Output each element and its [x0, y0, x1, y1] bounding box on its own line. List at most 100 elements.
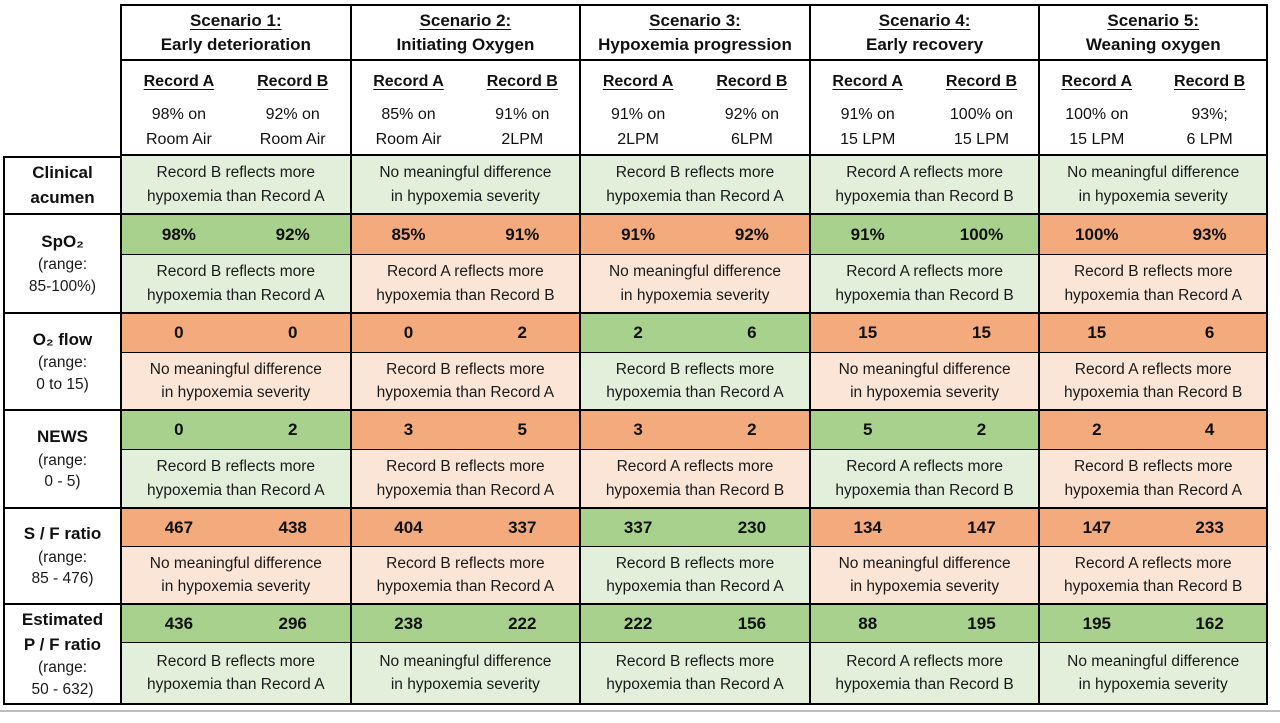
- pf-s1-values: 436 296: [120, 605, 350, 643]
- verdict-line2: hypoxemia than Record A: [1064, 286, 1242, 304]
- spo2-s2-values: 85% 91%: [349, 215, 580, 255]
- record-b-value: 233: [1195, 517, 1224, 537]
- record-b-value: 162: [1195, 613, 1224, 633]
- o2-s1-verdict: No meaningful difference in hypoxemia se…: [120, 353, 350, 411]
- verdict-line1: Record A reflects more: [846, 164, 1003, 182]
- verdict-line2: in hypoxemia severity: [1078, 187, 1228, 205]
- scenario-title: Scenario 3:: [649, 10, 741, 30]
- record-a-value-line1: 91% on: [610, 106, 666, 123]
- verdict-line2: hypoxemia than Record B: [835, 481, 1014, 499]
- scenario-2-header: Scenario 2: Initiating Oxygen: [349, 4, 580, 61]
- spo2-s4-values: 91% 100%: [808, 215, 1039, 255]
- row-header-range-line2: 85-100%): [28, 277, 97, 295]
- verdict-line2: in hypoxemia severity: [390, 187, 540, 205]
- sf-s1-values: 467 438: [120, 509, 350, 547]
- row-header-range-line1: (range:: [37, 256, 88, 274]
- verdict-line2: hypoxemia than Record A: [376, 384, 555, 401]
- record-b-value-line2: Room Air: [259, 130, 326, 148]
- record-a-value: 0: [174, 420, 184, 439]
- record-b-block: Record B 92% on Room Air: [236, 73, 350, 148]
- verdict-line1: No meaningful difference: [838, 554, 1011, 572]
- verdict-line1: Record A reflects more: [846, 652, 1003, 670]
- record-a-block: Record A 98% on Room Air: [122, 73, 236, 148]
- record-a-value: 147: [1082, 517, 1111, 537]
- record-b-value: 195: [967, 613, 996, 633]
- news-s5-values: 2 4: [1038, 411, 1268, 450]
- row-header-news: NEWS (range: 0 - 5): [3, 411, 120, 509]
- record-a-value-line1: 91% on: [840, 106, 895, 123]
- record-a-block: Record A 91% on 2LPM: [581, 73, 695, 148]
- verdict-line1: Record A reflects more: [616, 458, 774, 476]
- record-b-value: 5: [517, 420, 528, 439]
- verdict-line1: No meaningful difference: [379, 164, 552, 182]
- verdict-line2: in hypoxemia severity: [850, 384, 1000, 401]
- sf-s2-values: 404 337: [349, 509, 580, 547]
- verdict-line2: hypoxemia than Record A: [147, 286, 325, 304]
- verdict-line2: in hypoxemia severity: [1078, 676, 1228, 693]
- row-header-range-line2: 50 - 632): [31, 680, 94, 698]
- record-a-value: 467: [164, 517, 194, 537]
- acumen-s3-verdict: Record B reflects more hypoxemia than Re…: [579, 156, 809, 215]
- record-b-label: Record B: [716, 73, 788, 90]
- news-s1-verdict: Record B reflects more hypoxemia than Re…: [120, 450, 350, 509]
- sf-s4-values: 134 147: [808, 509, 1039, 547]
- record-b-label: Record B: [945, 73, 1018, 90]
- verdict-line2: in hypoxemia severity: [850, 578, 1000, 595]
- verdict-line1: Record A reflects more: [386, 263, 544, 281]
- verdict-line2: in hypoxemia severity: [161, 384, 311, 401]
- record-b-value: 4: [1204, 420, 1215, 439]
- record-b-block: Record B 100% on 15 LPM: [925, 73, 1039, 148]
- record-a-value: 2: [1092, 420, 1102, 439]
- row-header-o2-flow: O₂ flow (range: 0 to 15): [3, 314, 120, 411]
- news-s4-verdict: Record A reflects more hypoxemia than Re…: [808, 450, 1039, 509]
- row-header-line1: Clinical: [32, 162, 93, 182]
- o2-s1-values: 0 0: [120, 314, 350, 353]
- record-a-value: 15: [1087, 323, 1107, 342]
- verdict-line2: in hypoxemia severity: [390, 676, 540, 693]
- acumen-s5-verdict: No meaningful difference in hypoxemia se…: [1038, 156, 1268, 215]
- o2-s2-values: 0 2: [349, 314, 580, 353]
- verdict-line1: Record B reflects more: [1073, 458, 1233, 476]
- row-header-range-line2: 85 - 476): [31, 570, 94, 588]
- verdict-line1: Record B reflects more: [1073, 263, 1233, 281]
- record-b-value-line1: 92% on: [724, 106, 780, 123]
- record-b-value-line2: 6LPM: [731, 130, 773, 148]
- row-header-metric: SpO₂: [41, 231, 84, 251]
- spo2-s4-verdict: Record A reflects more hypoxemia than Re…: [808, 255, 1039, 314]
- verdict-line1: Record B reflects more: [156, 263, 316, 281]
- record-b-value-line1: 92% on: [265, 106, 320, 123]
- verdict-line2: hypoxemia than Record B: [835, 187, 1014, 205]
- record-a-value: 3: [403, 420, 414, 439]
- news-s3-verdict: Record A reflects more hypoxemia than Re…: [579, 450, 809, 509]
- scenario-subtitle: Weaning oxygen: [1085, 35, 1221, 55]
- spo2-s3-values: 91% 92%: [579, 215, 809, 255]
- o2-s4-values: 15 15: [808, 314, 1039, 353]
- verdict-line1: Record B reflects more: [386, 554, 545, 572]
- row-header-range-line1: (range:: [37, 451, 88, 469]
- record-a-value-line2: 15 LPM: [840, 130, 896, 148]
- record-a-value: 91%: [850, 224, 885, 244]
- verdict-line1: Record B reflects more: [386, 360, 545, 378]
- record-a-value: 134: [853, 517, 882, 537]
- record-b-value: 6: [747, 323, 757, 342]
- pf-s1-verdict: Record B reflects more hypoxemia than Re…: [120, 643, 350, 705]
- record-a-label: Record A: [602, 73, 674, 90]
- record-b-value-line1: 100% on: [949, 106, 1014, 123]
- row-header-sf-ratio: S / F ratio (range: 85 - 476): [3, 509, 120, 605]
- record-a-value: 222: [623, 613, 653, 633]
- row-header-range-line2: 0 - 5): [44, 473, 81, 491]
- news-s1-values: 0 2: [120, 411, 350, 450]
- record-a-value: 238: [394, 613, 423, 633]
- record-b-value: 438: [278, 517, 307, 537]
- verdict-line2: hypoxemia than Record A: [606, 578, 784, 595]
- record-b-value: 93%: [1192, 224, 1227, 244]
- row-header-metric-line2: P / F ratio: [23, 634, 102, 654]
- record-a-value: 3: [633, 420, 643, 439]
- acumen-s1-verdict: Record B reflects more hypoxemia than Re…: [120, 156, 350, 215]
- scenario-4-header: Scenario 4: Early recovery: [808, 4, 1039, 61]
- record-b-value: 2: [287, 420, 298, 439]
- record-b-value: 156: [737, 613, 767, 633]
- record-a-value: 404: [394, 517, 423, 537]
- o2-s2-verdict: Record B reflects more hypoxemia than Re…: [349, 353, 580, 411]
- sf-s5-verdict: Record A reflects more hypoxemia than Re…: [1038, 547, 1268, 605]
